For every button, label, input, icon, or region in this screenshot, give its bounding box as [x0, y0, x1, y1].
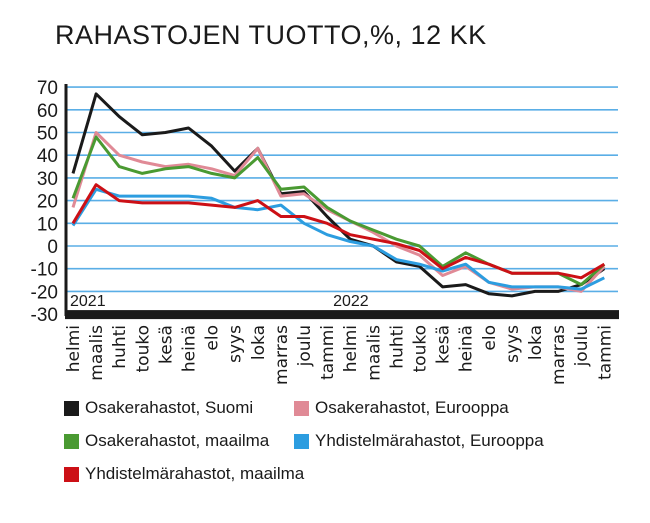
- series-line: [71, 135, 606, 287]
- y-tick-label: 50: [37, 124, 58, 145]
- x-tick-label: marras: [549, 325, 569, 385]
- x-tick-label: syys: [226, 325, 246, 363]
- y-tick-label: -20: [31, 282, 58, 303]
- legend-label: Osakerahastot, maailma: [85, 431, 270, 450]
- x-tick-label: tammi: [595, 325, 615, 380]
- x-tick-label: touko: [411, 325, 431, 372]
- y-tick-label: -30: [31, 305, 58, 326]
- x-tick-label: marras: [272, 325, 292, 385]
- x-tick-label: joulu: [572, 325, 592, 367]
- y-tick-label: 10: [37, 214, 58, 235]
- x-tick-label: syys: [503, 325, 523, 363]
- legend-item-yhdistelma-eurooppa: Yhdistelmärahastot, Eurooppa: [294, 431, 544, 451]
- x-tick-label: touko: [133, 325, 153, 372]
- x-tick-label: loka: [249, 325, 269, 360]
- year-label: 2021: [70, 293, 106, 310]
- legend-label: Yhdistelmärahastot, maailma: [85, 464, 305, 483]
- x-tick-label: huhti: [387, 325, 407, 369]
- series-line: [71, 183, 606, 280]
- series-line: [71, 187, 605, 291]
- x-tick-label: kesä: [434, 325, 454, 364]
- x-tick-label: elo: [480, 325, 500, 351]
- x-tick-label: joulu: [295, 325, 315, 367]
- y-tick-label: 20: [37, 192, 58, 213]
- x-tick-label: tammi: [318, 325, 338, 380]
- x-tick-label: maalis: [87, 325, 107, 381]
- x-tick-label: helmi: [341, 325, 361, 372]
- legend-item-osake-maailma: Osakerahastot, maailma: [64, 431, 269, 451]
- legend-item-yhdistelma-maailma: Yhdistelmärahastot, maailma: [64, 464, 304, 484]
- legend-swatch: [64, 466, 79, 482]
- legend-item-osake-eurooppa: Osakerahastot, Eurooppa: [294, 398, 509, 418]
- legend-swatch: [64, 400, 79, 416]
- y-tick-label: 30: [37, 169, 58, 190]
- legend-swatch: [64, 433, 79, 449]
- y-tick-label: 0: [47, 237, 58, 258]
- x-tick-label: huhti: [110, 325, 130, 369]
- legend-swatch: [294, 433, 309, 449]
- legend-label: Yhdistelmärahastot, Eurooppa: [315, 431, 544, 450]
- series-line: [71, 131, 606, 293]
- x-tick-label: helmi: [64, 325, 84, 372]
- legend-swatch: [294, 400, 309, 416]
- x-tick-label: kesä: [156, 325, 176, 364]
- chart-title: RAHASTOJEN TUOTTO,%, 12 KK: [55, 20, 487, 50]
- x-tick-label: heinä: [180, 325, 200, 372]
- x-tick-label: elo: [203, 325, 223, 351]
- y-tick-label: -10: [31, 260, 58, 281]
- x-tick-label: maalis: [364, 325, 384, 381]
- y-tick-label: 70: [37, 78, 58, 99]
- y-tick-label: 40: [37, 146, 58, 167]
- y-tick-label: 60: [37, 101, 58, 122]
- legend-label: Osakerahastot, Eurooppa: [315, 398, 509, 417]
- x-tick-label: loka: [526, 325, 546, 360]
- legend-item-osake-suomi: Osakerahastot, Suomi: [64, 398, 253, 418]
- year-label: 2022: [333, 293, 369, 310]
- legend-label: Osakerahastot, Suomi: [85, 398, 254, 417]
- x-tick-label: heinä: [457, 325, 477, 372]
- x-axis-bar: [65, 310, 619, 320]
